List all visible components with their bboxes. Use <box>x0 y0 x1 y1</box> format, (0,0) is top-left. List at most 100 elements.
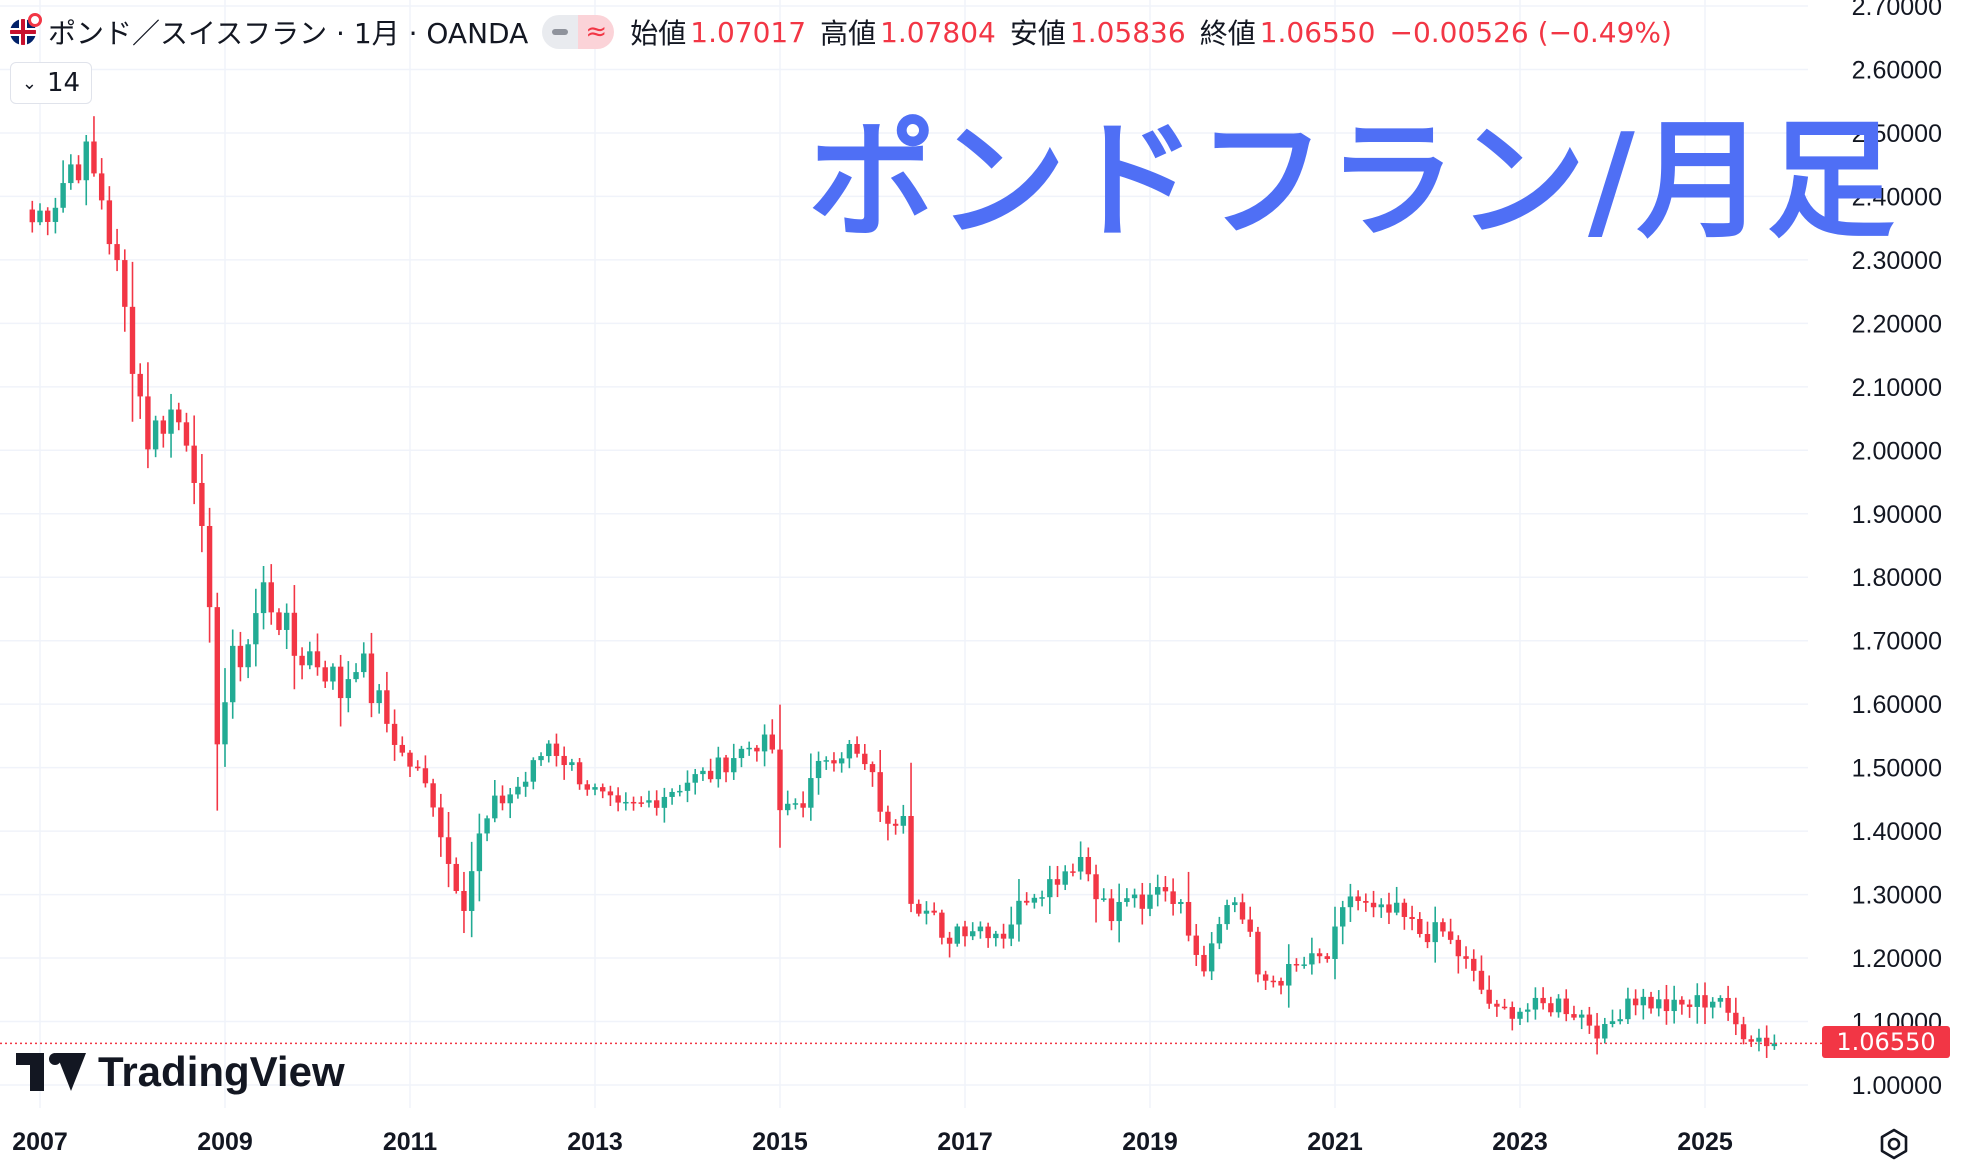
candle-body <box>29 209 35 223</box>
candle-body <box>946 937 953 944</box>
candle-body <box>106 200 113 245</box>
candle-body <box>1710 1001 1716 1008</box>
candle-body <box>83 141 89 181</box>
candle-body <box>337 666 344 699</box>
candle-body <box>677 790 683 793</box>
candle-body <box>461 890 467 911</box>
candle-body <box>1386 904 1392 913</box>
candle-body <box>1393 902 1400 913</box>
candle-body <box>1424 933 1431 943</box>
candle-body <box>499 795 506 804</box>
candle-body <box>1316 953 1323 957</box>
symbol-title[interactable]: ポンド／スイスフラン · 1月 · OANDA <box>48 17 529 50</box>
candle-body <box>1039 897 1045 899</box>
symbol-legend: ポンド／スイスフラン · 1月 · OANDA ≈ 始値 1.07017 高値 … <box>10 10 1672 54</box>
candle-body <box>1401 902 1408 917</box>
indicators-collapse-button[interactable]: ⌄ 14 <box>10 62 92 104</box>
approx-mode-icon[interactable]: ≈ <box>578 15 615 49</box>
y-tick-label: 2.20000 <box>1852 310 1942 338</box>
candle-body <box>1625 998 1631 1020</box>
y-tick-label: 1.60000 <box>1852 691 1942 719</box>
candle-body <box>237 645 244 668</box>
candle-body <box>1116 901 1122 922</box>
candle-body <box>222 702 228 745</box>
candle-body <box>1602 1024 1608 1039</box>
candle-body <box>761 734 768 752</box>
candle-body <box>1085 856 1092 875</box>
y-tick-label: 1.20000 <box>1852 945 1942 973</box>
y-tick-label: 2.60000 <box>1852 56 1942 84</box>
candle-body <box>1216 924 1223 944</box>
candle-body <box>970 931 976 937</box>
candle-body <box>746 747 752 750</box>
candle-body <box>1340 907 1346 927</box>
candle-body <box>1686 1004 1693 1007</box>
chart-mode-toggle[interactable]: ≈ <box>542 15 615 49</box>
candle-body <box>1008 924 1014 939</box>
candle-body <box>1494 1003 1500 1007</box>
candle-body <box>1178 901 1184 904</box>
candle-body <box>253 613 259 645</box>
candle-body <box>129 306 136 374</box>
candle-body <box>615 795 621 803</box>
settings-gear-icon[interactable] <box>1876 1126 1912 1162</box>
candle-body <box>1185 901 1192 936</box>
candle-body <box>1717 997 1724 1002</box>
candle-body <box>353 672 359 680</box>
candle-body <box>862 753 868 765</box>
candle-body <box>1363 900 1369 903</box>
candle-body <box>576 762 583 785</box>
candle-body <box>731 758 737 773</box>
candle-body <box>1586 1014 1593 1026</box>
candle-body <box>653 800 660 808</box>
candle-body <box>1694 995 1700 1007</box>
candle-body <box>1663 999 1670 1012</box>
overlay-title: ポンドフラン/月足 <box>808 107 1897 256</box>
candle-body <box>1486 989 1492 1004</box>
close-label: 終値 <box>1199 17 1256 50</box>
candle-body <box>908 816 914 904</box>
candle-body <box>384 690 390 724</box>
candle-body <box>1370 902 1377 908</box>
y-tick-label: 1.30000 <box>1852 882 1942 910</box>
candle-body <box>345 679 352 699</box>
candle-body <box>484 818 490 834</box>
candle-body <box>1532 997 1539 1010</box>
candle-body <box>815 760 822 779</box>
candle-body <box>183 422 190 446</box>
candle-body <box>1656 999 1662 1009</box>
candle-body <box>1702 995 1708 1008</box>
candle-body <box>669 791 675 797</box>
candle-body <box>1540 997 1546 1004</box>
x-tick-label: 2021 <box>1307 1128 1363 1156</box>
candle-body <box>700 770 706 775</box>
candle-body <box>838 758 845 764</box>
candle-body <box>1517 1011 1523 1019</box>
candle-body <box>1139 894 1145 909</box>
candle-body <box>98 173 105 201</box>
candle-body <box>245 644 251 668</box>
candle-body <box>1062 871 1068 885</box>
candle-body <box>1162 887 1169 892</box>
candle-body <box>785 803 791 811</box>
candle-body <box>630 801 637 804</box>
candle-body <box>276 612 282 630</box>
y-tick-label: 2.40000 <box>1852 183 1942 211</box>
candle-body <box>546 743 552 757</box>
candle-body <box>522 781 529 787</box>
candle-body <box>268 582 274 613</box>
x-tick-label: 2011 <box>383 1128 437 1156</box>
candle-body <box>1432 922 1438 943</box>
candle-body <box>831 760 837 764</box>
candle-body <box>1293 964 1300 966</box>
candle-body <box>1355 896 1361 901</box>
candle-body <box>800 803 806 808</box>
candle-body <box>391 723 398 745</box>
candle-body <box>1147 894 1153 909</box>
candle-body <box>769 734 775 750</box>
tradingview-logo[interactable]: TradingView <box>16 1048 345 1096</box>
candle-body <box>1756 1037 1762 1042</box>
line-mode-icon[interactable] <box>542 15 579 49</box>
candle-body <box>1070 871 1076 873</box>
